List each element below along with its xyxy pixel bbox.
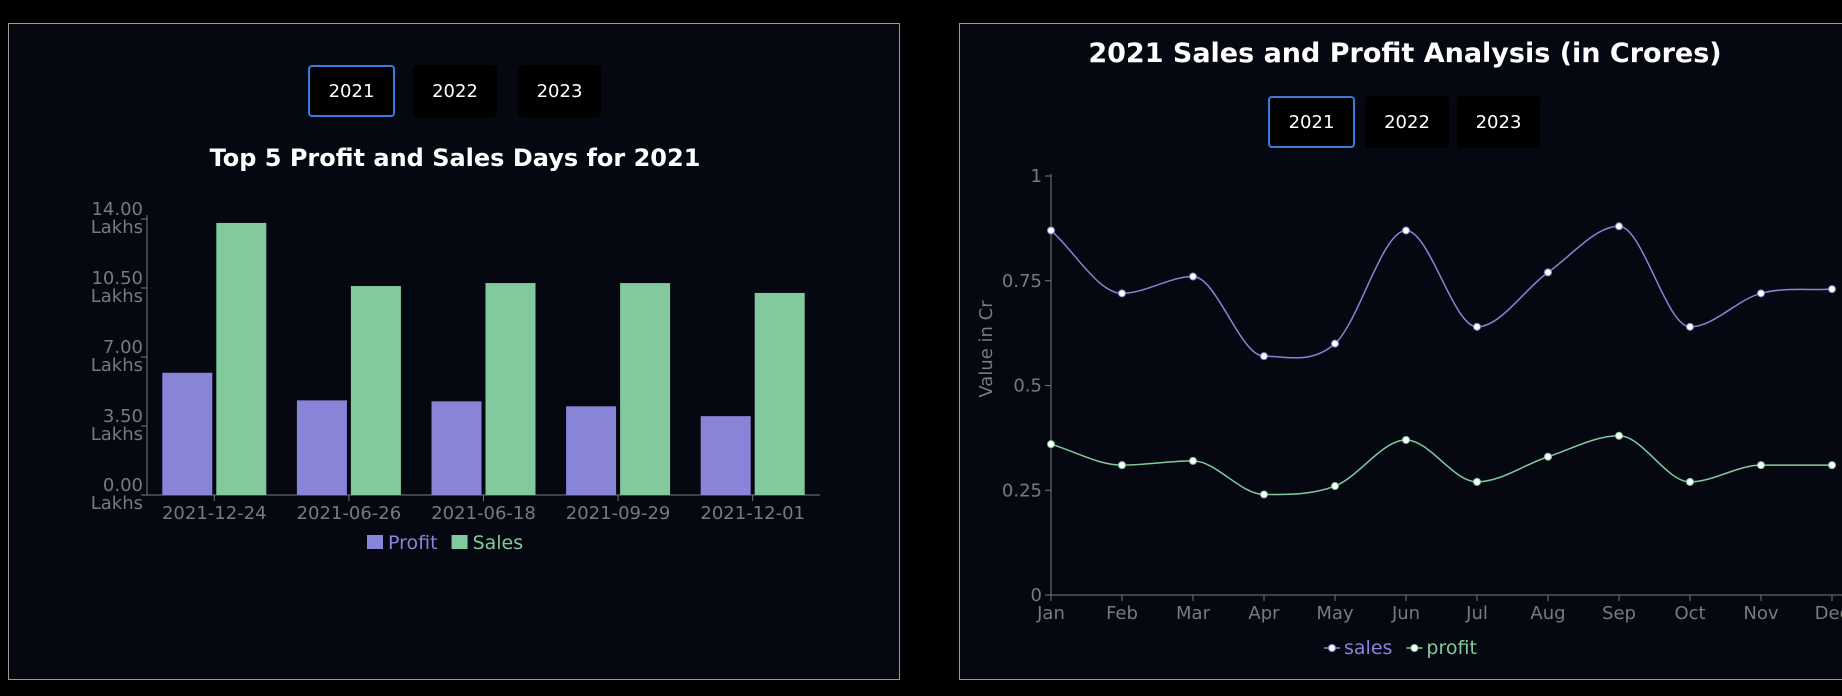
data-point-profit [1686,477,1694,486]
x-tick-label: Apr [1248,603,1280,624]
legend-marker-profit [1410,644,1419,652]
data-point-profit [1047,440,1055,449]
bar-chart: 0.00Lakhs3.50Lakhs7.00Lakhs10.50Lakhs14.… [91,199,820,554]
data-point-sales [1473,322,1481,331]
y-tick-label: 1 [1031,166,1042,187]
data-point-profit [1615,431,1623,440]
data-point-profit [1828,461,1836,470]
bar-sales [620,283,671,495]
year-button-2023[interactable]: 2023 [518,65,601,117]
x-tick-label: Sep [1602,603,1636,624]
legend-label-sales: sales [1344,637,1392,659]
bar-chart-title: Top 5 Profit and Sales Days for 2021 [209,144,701,172]
data-point-sales [1047,226,1055,235]
data-point-sales [1686,322,1694,331]
legend-label-sales: Sales [473,532,524,554]
legend-marker-sales [1328,644,1336,652]
data-point-profit [1118,461,1126,470]
data-point-profit [1402,435,1410,444]
y-tick-label: 3.50 [103,406,143,427]
data-point-profit [1331,482,1339,491]
x-tick-label: Jun [1391,603,1420,624]
legend-swatch-sales [451,535,468,549]
year-button-2021[interactable]: 2021 [1268,96,1355,148]
y-tick-label: 0.25 [1002,480,1042,501]
data-point-profit [1757,461,1765,470]
y-tick-label: 10.50 [91,268,143,289]
legend-label-profit: Profit [388,532,438,554]
x-tick-label: Jul [1465,603,1488,624]
data-point-profit [1189,456,1197,465]
data-point-sales [1331,339,1339,348]
year-button-2023[interactable]: 2023 [1457,96,1540,148]
year-button-2022[interactable]: 2022 [1365,96,1449,148]
y-tick-label: 0.5 [1013,376,1042,397]
year-button-2022[interactable]: 2022 [413,65,497,117]
data-point-sales [1828,285,1836,294]
x-tick-label: 2021-06-18 [431,503,536,524]
data-point-sales [1260,352,1268,361]
bar-profit [162,372,213,495]
y-tick-unit: Lakhs [91,424,143,445]
monthly-analysis-panel: 2021 Sales and Profit Analysis (in Crore… [959,23,1842,680]
y-axis-label: Value in Cr [976,300,997,398]
x-tick-label: Oct [1674,603,1705,624]
y-tick-label: 0 [1031,585,1042,606]
data-point-sales [1189,272,1197,281]
data-point-sales [1402,226,1410,235]
x-tick-label: Jan [1036,603,1065,624]
bar-profit [700,416,751,495]
y-tick-unit: Lakhs [91,217,143,238]
y-tick-label: 0.75 [1002,271,1042,292]
y-tick-unit: Lakhs [91,493,143,514]
bar-profit [431,401,482,495]
data-point-sales [1118,289,1126,298]
bar-sales [485,283,536,495]
line-chart: 0 0.25 0.5 0.75 1 Value in Cr Jan Feb Mar Apr May J… [976,166,1842,659]
data-point-sales [1757,289,1765,298]
x-tick-label: Mar [1176,603,1211,624]
bar-sales [350,286,401,495]
data-point-profit [1260,490,1268,499]
bar-sales [216,222,267,495]
y-tick-label: 7.00 [103,337,143,358]
data-point-sales [1615,222,1623,231]
x-tick-label: Feb [1106,603,1138,624]
x-tick-label: 2021-09-29 [566,503,671,524]
y-tick-label: 0.00 [103,475,143,496]
data-point-sales [1544,268,1552,277]
top5-days-panel: 2021 2022 2023 Top 5 Profit and Sales Da… [8,23,900,680]
bar-profit [566,406,617,495]
y-tick-unit: Lakhs [91,355,143,376]
series-line-sales [1050,225,1833,359]
bar-sales [754,292,805,495]
y-tick-unit: Lakhs [91,286,143,307]
x-tick-label: 2021-06-26 [297,503,402,524]
x-tick-label: Aug [1530,603,1565,624]
line-chart-title: 2021 Sales and Profit Analysis (in Crore… [1088,38,1722,69]
data-point-profit [1544,452,1552,461]
x-tick-label: Dec [1815,603,1842,624]
x-tick-label: 2021-12-24 [162,503,267,524]
series-line-profit [1050,435,1832,496]
data-point-profit [1473,477,1481,486]
bar-profit [296,400,347,495]
legend-swatch-profit [367,535,383,549]
y-tick-label: 14.00 [91,199,143,220]
legend-label-profit: profit [1426,637,1477,659]
x-tick-label: 2021-12-01 [700,503,805,524]
x-tick-label: Nov [1743,603,1778,624]
x-tick-label: May [1316,603,1354,624]
year-button-2021[interactable]: 2021 [308,65,395,117]
